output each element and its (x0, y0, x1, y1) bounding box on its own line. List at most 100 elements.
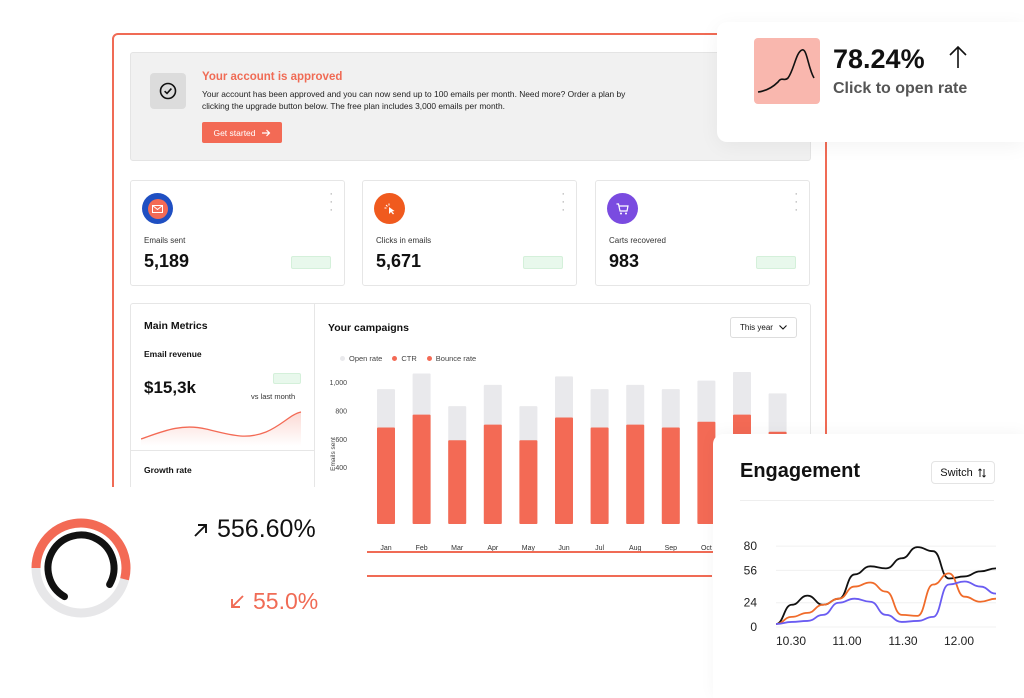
legend-label: Bounce rate (435, 354, 477, 363)
chevron-down-icon (779, 325, 787, 330)
bar-ctr (412, 414, 431, 524)
x-tick-label: Jun (558, 545, 569, 552)
open-rate-value: 78.24% (833, 44, 925, 74)
engagement-title: Engagement (740, 460, 861, 482)
y-tick-label: 24 (744, 596, 758, 610)
x-tick-label: Mar (451, 545, 464, 552)
y-tick-label: 80 (744, 539, 758, 553)
x-tick-label: Jan (380, 545, 391, 552)
x-tick-label: May (522, 545, 536, 552)
series-line (775, 572, 997, 625)
stat-value: 5,189 (144, 251, 190, 271)
switch-button[interactable]: Switch (931, 461, 995, 484)
bar-ctr (483, 424, 502, 524)
switch-label: Switch (940, 466, 973, 479)
legend-dot (392, 356, 398, 361)
period-select[interactable]: This year (730, 317, 797, 338)
y-tick-label: 1,000 (329, 380, 347, 387)
bar-ctr (377, 427, 395, 524)
cart-icon (607, 193, 638, 224)
y-tick-label: 600 (335, 437, 347, 444)
check-circle-icon (150, 73, 186, 109)
y-tick-label: 0 (750, 620, 757, 634)
stat-change-badge (291, 256, 331, 269)
stat-card-clicks: · · · Clicks in emails 5,671 (362, 180, 577, 286)
gauge-progress (31, 518, 131, 581)
x-tick-label: Sep (665, 545, 678, 552)
x-tick-label: Oct (701, 545, 712, 552)
legend-label: Open rate (349, 354, 383, 363)
growth-rate-label: Growth rate (144, 465, 192, 475)
open-rate-card: 78.24% Click to open rate (717, 22, 1024, 142)
stat-value: 983 (609, 251, 640, 271)
gauge-inner-ring (44, 531, 118, 601)
bar-ctr (555, 417, 573, 524)
growth-up-stat: 556.60% (193, 515, 316, 544)
banner-text: Your account has been approved and you c… (202, 89, 626, 111)
revenue-sparkline (141, 411, 302, 446)
legend-label: CTR (401, 354, 417, 363)
arrow-down-left-icon (231, 594, 244, 608)
open-rate-sparkline (754, 38, 820, 104)
growth-down-stat: 55.0% (229, 588, 318, 615)
frame-accent-line (367, 575, 712, 577)
revenue-label: Email revenue (144, 349, 202, 359)
campaigns-title: Your campaigns (328, 322, 409, 334)
legend-item: Open rate (340, 354, 382, 363)
growth-gauge (31, 518, 131, 618)
series-line (775, 580, 997, 625)
x-tick-label: Feb (416, 545, 428, 552)
y-tick-label: 56 (744, 563, 758, 577)
bar-ctr (626, 424, 645, 524)
bar-ctr (590, 427, 609, 524)
banner-title: Your account is approved (202, 71, 343, 83)
stat-label: Emails sent (144, 236, 186, 245)
arrow-right-icon (261, 129, 270, 136)
mail-icon (142, 193, 173, 224)
more-options-icon[interactable]: · · · (329, 188, 333, 216)
engagement-divider (740, 500, 994, 501)
cursor-click-icon (374, 193, 405, 224)
approval-banner: Your account is approved Your account ha… (130, 52, 811, 161)
x-tick-label: 10.30 (776, 634, 806, 648)
legend-dot (340, 356, 345, 361)
get-started-label: Get started (213, 127, 256, 138)
x-tick-label: Aug (629, 545, 642, 552)
campaigns-legend: Open rate CTR Bounce rate (340, 354, 476, 363)
revenue-comparison-label: vs last month (251, 392, 296, 401)
x-tick-label: 11.00 (832, 634, 861, 648)
more-options-icon[interactable]: · · · (794, 188, 798, 216)
x-tick-label: 11.30 (888, 634, 917, 648)
revenue-change-badge (273, 373, 301, 384)
stat-card-emails-sent: · · · Emails sent 5,189 (130, 180, 345, 286)
y-tick-label: 400 (335, 465, 347, 472)
y-tick-label: 800 (335, 408, 347, 415)
open-rate-label: Click to open rate (833, 80, 968, 97)
growth-down-value: 55.0% (253, 588, 319, 614)
bar-ctr (519, 440, 538, 524)
stat-change-badge (756, 256, 796, 269)
stat-change-badge (523, 256, 563, 269)
metrics-title: Main Metrics (144, 320, 208, 332)
metrics-divider (131, 450, 314, 451)
series-line (775, 546, 997, 625)
growth-up-value: 556.60% (217, 515, 316, 543)
x-tick-label: Jul (595, 545, 604, 552)
legend-item: CTR (392, 354, 417, 363)
engagement-card: Engagement Switch 80 56 24 0 10.30 11.00 11.30… (713, 434, 1024, 698)
growth-card: 556.60% 55.0% (0, 487, 367, 698)
revenue-value: $15,3k (144, 378, 196, 397)
period-select-value: This year (740, 323, 773, 332)
bar-ctr (697, 421, 716, 524)
x-tick-label: 12.00 (944, 634, 974, 648)
bar-ctr (661, 427, 680, 524)
stat-card-carts: · · · Carts recovered 983 (595, 180, 810, 286)
arrow-up-icon (949, 45, 967, 68)
x-tick-label: Apr (487, 545, 499, 552)
stat-label: Carts recovered (609, 236, 666, 245)
stat-value: 5,671 (376, 251, 422, 271)
more-options-icon[interactable]: · · · (561, 188, 565, 216)
legend-item: Bounce rate (426, 354, 477, 363)
get-started-button[interactable]: Get started (202, 122, 282, 143)
engagement-line-chart: 80 56 24 0 10.30 11.00 11.30 12.00 (744, 539, 997, 648)
